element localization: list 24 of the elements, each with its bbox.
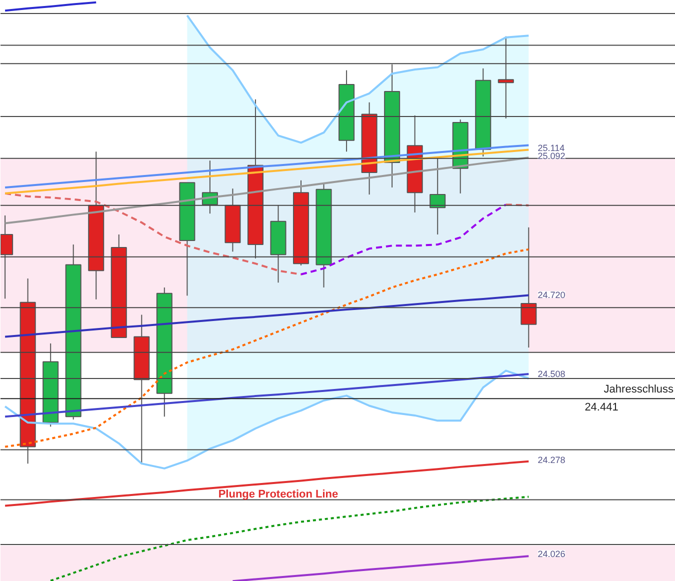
- ref-line-label: Jahresschluss: [604, 384, 674, 396]
- y-tick-label: 25.114: [538, 143, 565, 154]
- line-series: [4, 148, 530, 194]
- y-tick-label: 24.278: [538, 454, 566, 465]
- y-tick-label: 25.092: [538, 151, 566, 162]
- y-tick-label: 24.026: [538, 549, 566, 560]
- candlestick: [430, 157, 446, 235]
- candlestick: [498, 36, 514, 119]
- line-series: [4, 370, 530, 470]
- line-series: [186, 14, 530, 144]
- line-series: [232, 555, 530, 581]
- candlestick: [520, 226, 537, 348]
- series-label: Plunge Protection Line: [218, 488, 338, 501]
- line-series: [4, 248, 530, 448]
- line-series: [4, 373, 530, 418]
- line-series: [4, 294, 530, 338]
- line-series: [4, 460, 530, 507]
- annotation: 24.441: [584, 402, 618, 414]
- y-tick-label: 24.720: [538, 290, 566, 300]
- line-series: [300, 204, 507, 276]
- line-series: [4, 156, 530, 224]
- line-series: [4, 144, 530, 188]
- y-tick-label: 24.508: [538, 369, 566, 380]
- line-series: [4, 1, 98, 12]
